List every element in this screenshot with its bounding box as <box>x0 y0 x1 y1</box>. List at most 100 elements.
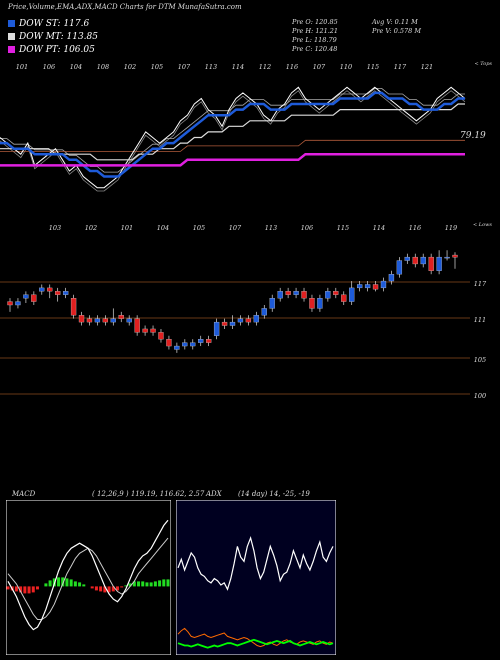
candle-body <box>309 298 315 309</box>
macd-hist-bar <box>57 577 61 587</box>
chart-title: Price,Volume,EMA,ADX,MACD Charts for DTM… <box>8 3 242 11</box>
legend-label-mt: DOW MT: 113.85 <box>19 32 98 42</box>
adx-plus-di-line <box>177 638 334 649</box>
ema-top-label: 113 <box>205 63 217 71</box>
adx-label: ADX <box>206 490 222 498</box>
candle-body <box>118 315 124 319</box>
macd-hist-bar <box>132 581 136 587</box>
price-top-label: 105 <box>193 224 205 232</box>
macd-hist-bar <box>31 586 35 593</box>
macd-hist-bar <box>162 579 166 587</box>
price-level-label: 111 <box>474 316 486 324</box>
macd-hist-bar <box>44 583 48 587</box>
candle-body <box>325 291 331 299</box>
macd-hist-bar <box>137 581 141 587</box>
macd-params: ( 12,26,9 ) 119.19, 116.62, 2.57 <box>92 490 205 498</box>
candle-body <box>356 284 363 289</box>
price-top-label: 107 <box>229 224 242 232</box>
stat-low: Pre L: 118.79 <box>292 36 337 44</box>
candle-body <box>261 308 267 316</box>
price-level-label: 117 <box>474 280 487 288</box>
ema-top-label: 121 <box>421 63 433 71</box>
macd-hist-bar <box>90 586 94 589</box>
candle-body <box>150 328 156 333</box>
macd-hist-bar <box>128 583 132 587</box>
stat-high: Pre H: 121.21 <box>292 27 339 35</box>
ema-corner-label: < Tops <box>474 61 492 67</box>
macd-hist-bar <box>103 586 107 593</box>
ema-band-line <box>0 139 465 152</box>
ema-short-line <box>0 91 465 178</box>
legend-swatch-mt <box>8 33 15 40</box>
legend-swatch-st <box>8 20 15 27</box>
macd-hist-bar <box>141 581 145 587</box>
candle-body <box>206 339 212 343</box>
macd-hist-bar <box>158 580 162 587</box>
ema-top-label: 116 <box>286 63 298 71</box>
stat-avg-volume: Avg V: 0.11 M <box>372 18 418 26</box>
candle-body <box>15 301 21 306</box>
macd-hist-bar <box>94 586 98 591</box>
legend-dow-st: DOW ST: 117.6 <box>8 19 89 29</box>
price-top-label: 106 <box>301 224 313 232</box>
candle-body <box>253 315 259 323</box>
candle-body <box>317 298 323 309</box>
macd-line <box>7 519 169 631</box>
candle-body <box>198 339 204 343</box>
candle-body <box>62 291 69 295</box>
ema-top-label: 115 <box>367 63 379 71</box>
price-top-label: 115 <box>337 224 349 232</box>
price-top-label: 104 <box>157 224 169 232</box>
legend-label-pt: DOW PT: 106.05 <box>19 45 95 55</box>
ema-top-label: 107 <box>178 63 191 71</box>
macd-hist-bar <box>14 586 18 592</box>
candle-body <box>388 274 395 282</box>
candle-body <box>94 318 101 323</box>
candle-body <box>126 318 132 323</box>
candle-body <box>229 321 236 326</box>
legend-dow-pt: DOW PT: 106.05 <box>8 45 95 55</box>
candle-body <box>293 291 299 295</box>
candle-body <box>190 342 196 347</box>
candle-body <box>134 318 140 333</box>
candle-body <box>333 291 339 295</box>
candle-body <box>301 291 307 299</box>
candle-body <box>78 315 85 323</box>
candle-body <box>70 298 77 316</box>
ema-top-label: 101 <box>16 63 28 71</box>
price-corner-label: < Lows <box>473 222 492 228</box>
candle-body <box>213 321 220 336</box>
candle-body <box>102 318 109 323</box>
macd-hist-bar <box>27 586 31 594</box>
candle-body <box>428 256 434 271</box>
legend-swatch-pt <box>8 46 15 53</box>
candle-body <box>380 280 387 289</box>
adx-frame <box>176 500 336 655</box>
macd-hist-bar <box>166 579 170 587</box>
ema-last-value: 79.19 <box>460 131 486 141</box>
macd-hist-bar <box>99 586 103 592</box>
ema-top-label: 110 <box>340 63 352 71</box>
macd-hist-bar <box>69 579 73 587</box>
candle-body <box>7 301 13 306</box>
candle-body <box>412 256 418 265</box>
price-top-label: 101 <box>121 224 133 232</box>
candle-body <box>158 332 164 340</box>
candle-body <box>396 260 403 275</box>
macd-label: MACD <box>12 490 36 498</box>
macd-chart <box>6 500 171 655</box>
ema-band-line <box>0 90 466 192</box>
macd-hist-bar <box>6 586 10 590</box>
macd-hist-bar <box>82 584 86 587</box>
price-top-label: 119 <box>445 224 457 232</box>
candle-body <box>142 328 148 333</box>
macd-hist-bar <box>35 586 39 590</box>
macd-hist-bar <box>124 585 128 587</box>
candle-body <box>166 339 172 347</box>
macd-hist-bar <box>111 586 115 592</box>
macd-hist-bar <box>107 586 111 593</box>
candle-body <box>110 318 116 323</box>
macd-hist-bar <box>78 582 82 587</box>
candle-body <box>436 256 442 271</box>
ema-top-label: 112 <box>259 63 271 71</box>
